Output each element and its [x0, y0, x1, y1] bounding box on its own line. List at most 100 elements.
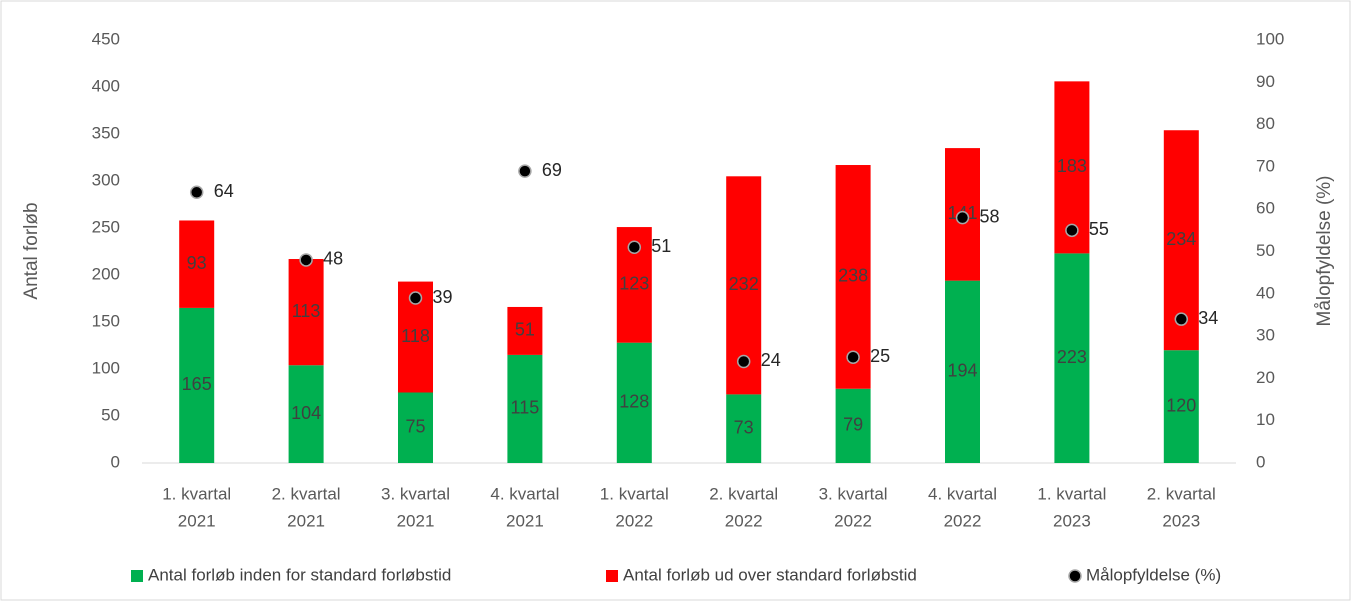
legend-marker — [1068, 569, 1082, 583]
x-tick-label: 2. kvartal — [709, 484, 778, 503]
point — [846, 350, 860, 364]
bar-segment — [1054, 253, 1090, 463]
bar-segment — [179, 307, 215, 463]
point-label: 24 — [761, 350, 781, 370]
legend-label: Antal forløb ud over standard forløbstid — [623, 565, 917, 584]
x-tick-label: 1. kvartal — [600, 484, 669, 503]
x-tick-label: 3. kvartal — [819, 484, 888, 503]
point-label: 58 — [980, 206, 1000, 226]
x-tick-label: 2022 — [615, 511, 653, 530]
x-tick-label: 2021 — [397, 511, 435, 530]
y-tick-label: 250 — [92, 217, 120, 236]
y-axis-label: Antal forløb — [21, 202, 42, 299]
y2-tick-label: 20 — [1256, 368, 1275, 387]
bar-segment — [288, 259, 324, 366]
bar-label: 113 — [292, 301, 321, 321]
y2-tick-label: 80 — [1256, 114, 1275, 133]
bar-segment — [507, 306, 543, 355]
x-tick-label: 1. kvartal — [162, 484, 231, 503]
y-tick-label: 100 — [92, 358, 120, 377]
point-label: 48 — [323, 249, 343, 269]
y-tick-label: 450 — [92, 29, 120, 48]
x-tick-label: 2022 — [944, 511, 982, 530]
bar-label: 75 — [405, 417, 425, 437]
x-tick-label: 2. kvartal — [272, 484, 341, 503]
x-tick-label: 2022 — [725, 511, 763, 530]
bar-label: 120 — [1166, 395, 1196, 415]
x-tick-label: 2021 — [178, 511, 216, 530]
bar-label: 234 — [1166, 229, 1196, 249]
bar-label: 51 — [515, 320, 535, 340]
y-tick-label: 350 — [92, 123, 120, 142]
point-label: 25 — [870, 346, 890, 366]
point — [1174, 312, 1189, 326]
bar-label: 238 — [838, 266, 868, 286]
x-tick-label: 2021 — [506, 511, 544, 530]
x-tick-label: 2023 — [1053, 511, 1091, 530]
bar-segment — [945, 280, 980, 463]
bar-segment — [1163, 350, 1199, 463]
bar-segment — [726, 394, 762, 463]
y2-tick-label: 90 — [1256, 72, 1275, 91]
y2-tick-label: 0 — [1256, 452, 1265, 471]
y2-tick-label: 40 — [1256, 283, 1275, 302]
y2-tick-label: 10 — [1256, 410, 1275, 429]
x-tick-label: 2021 — [287, 511, 325, 530]
y-tick-label: 0 — [111, 452, 120, 471]
bar-segment — [179, 220, 215, 308]
point — [189, 185, 204, 200]
point — [955, 210, 970, 225]
point — [408, 291, 423, 305]
bar-segment — [398, 392, 433, 463]
y2-tick-label: 70 — [1256, 156, 1275, 175]
bar-label: 123 — [619, 274, 649, 294]
y-tick-label: 400 — [92, 76, 120, 95]
y2-tick-label: 50 — [1256, 241, 1275, 260]
y-tick-label: 50 — [101, 405, 120, 424]
bar-label: 232 — [729, 274, 759, 294]
bar-label: 115 — [511, 398, 540, 418]
bar-segment — [288, 365, 324, 463]
x-tick-label: 1. kvartal — [1037, 484, 1106, 503]
legend-swatch — [606, 570, 618, 582]
x-tick-label: 2. kvartal — [1147, 484, 1216, 503]
bar-segment — [835, 388, 871, 463]
y2-axis-label: Målopfyldelse (%) — [1314, 176, 1335, 327]
bar-label: 73 — [734, 417, 754, 437]
x-tick-label: 2023 — [1162, 511, 1200, 530]
y-tick-label: 150 — [92, 311, 120, 330]
y-tick-label: 200 — [92, 264, 120, 283]
point-label: 39 — [433, 287, 453, 307]
bar-label: 79 — [843, 415, 863, 435]
point — [627, 240, 642, 255]
x-tick-label: 4. kvartal — [928, 484, 997, 503]
point — [1065, 223, 1079, 238]
point-label: 64 — [214, 181, 234, 201]
point-label: 34 — [1198, 308, 1218, 328]
legend-label: Antal forløb inden for standard forløbst… — [148, 565, 451, 584]
bar-label: 118 — [401, 326, 430, 346]
bar-label: 128 — [619, 392, 649, 412]
bar-label: 104 — [291, 403, 321, 423]
point-label: 69 — [542, 160, 562, 180]
y-tick-label: 300 — [92, 170, 120, 189]
bar-label: 194 — [947, 361, 977, 381]
point — [736, 354, 751, 369]
x-tick-label: 2022 — [834, 511, 872, 530]
bar-label: 93 — [187, 253, 207, 273]
point — [299, 253, 313, 267]
bar-label: 183 — [1057, 156, 1087, 176]
y2-tick-label: 100 — [1256, 29, 1284, 48]
x-tick-label: 3. kvartal — [381, 484, 450, 503]
bar-segment — [616, 342, 652, 463]
y2-tick-label: 30 — [1256, 326, 1275, 345]
bar-label: 223 — [1057, 347, 1087, 367]
legend-swatch — [131, 570, 143, 582]
y2-tick-label: 60 — [1256, 199, 1275, 218]
bar-label: 165 — [182, 374, 212, 394]
point-label: 55 — [1089, 219, 1109, 239]
bar-segment — [507, 354, 543, 463]
x-tick-label: 4. kvartal — [490, 484, 559, 503]
